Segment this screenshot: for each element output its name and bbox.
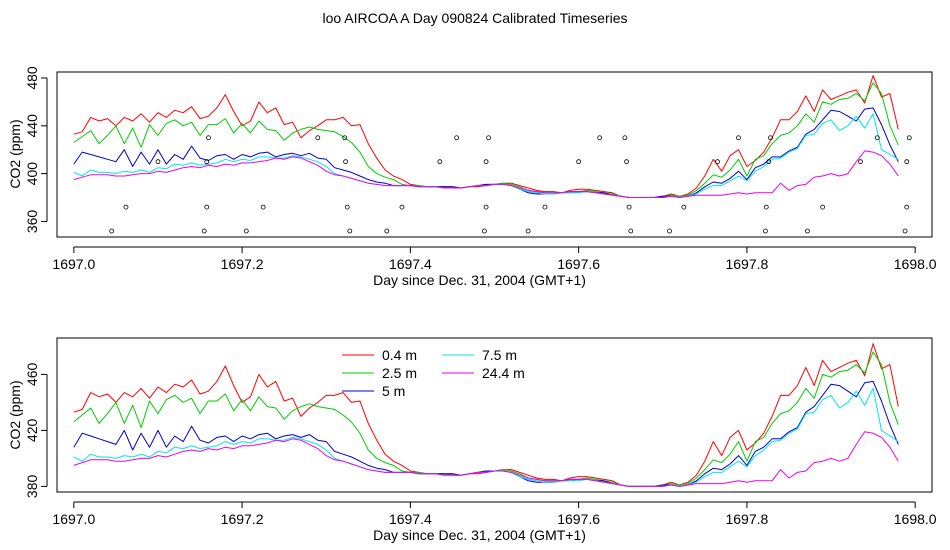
data-point (667, 228, 672, 234)
data-point (109, 228, 115, 234)
data-point (344, 204, 350, 210)
x-tick-label: 1697.8 (725, 511, 768, 527)
data-point (347, 228, 353, 234)
data-point (766, 159, 772, 165)
x-tick-label: 1698.0 (894, 511, 937, 527)
data-point (906, 135, 912, 141)
plot-frame (56, 337, 933, 493)
data-point (437, 159, 443, 165)
x-axis-label: Day since Dec. 31, 2004 (GMT+1) (373, 527, 586, 543)
series-line (73, 380, 899, 487)
data-point (622, 135, 628, 141)
x-tick-label: 1697.4 (389, 511, 432, 527)
data-point (681, 204, 687, 210)
x-tick-label: 1698.0 (894, 256, 937, 272)
data-point (904, 204, 910, 210)
x-tick-label: 1697.0 (52, 511, 95, 527)
top-panel: 1697.0 1697.2 1697.4 1697.6 1697.8 1698.0 Day … (7, 66, 937, 288)
data-point (399, 204, 405, 210)
x-tick-label: 1697.6 (557, 256, 600, 272)
data-point (454, 135, 460, 141)
plot-frame (56, 71, 933, 238)
data-point (820, 204, 826, 210)
data-point (483, 204, 489, 210)
data-point (343, 159, 348, 165)
data-point (576, 159, 582, 165)
legend-label: 7.5 m (482, 347, 517, 363)
data-point (384, 228, 390, 234)
data-point (486, 135, 492, 141)
data-point (155, 159, 161, 165)
data-point (624, 159, 629, 165)
x-tick-label: 1697.6 (557, 511, 600, 527)
y-tick-label: 440 (24, 114, 40, 138)
y-axis-label: CO2 (ppm) (7, 380, 23, 449)
chart-title: loo AIRCOA A Day 090824 Calibrated Times… (322, 10, 628, 26)
series-line (73, 75, 899, 198)
data-point (715, 159, 720, 165)
data-point (483, 159, 489, 165)
data-point (904, 159, 910, 165)
data-point (123, 204, 129, 210)
x-tick-label: 1697.2 (221, 256, 264, 272)
data-point (874, 135, 880, 141)
series-line (73, 387, 899, 487)
y-tick-label: 480 (24, 66, 40, 90)
y-tick-label: 400 (24, 162, 40, 186)
data-point (902, 228, 908, 234)
legend-label: 2.5 m (382, 365, 417, 381)
data-point (201, 228, 207, 234)
data-point (736, 135, 741, 141)
x-tick-label: 1697.8 (725, 256, 768, 272)
y-axis-label: CO2 (ppm) (7, 119, 23, 188)
data-point (542, 204, 548, 210)
legend-label: 5 m (382, 383, 405, 399)
x-axis-label: Day since Dec. 31, 2004 (GMT+1) (373, 272, 586, 288)
data-point (206, 135, 211, 141)
data-point (858, 159, 863, 165)
y-tick-label: 420 (24, 419, 40, 443)
data-point (243, 228, 249, 234)
legend-label: 24.4 m (482, 365, 525, 381)
data-point (763, 204, 769, 210)
series-line (73, 107, 899, 198)
data-point (768, 135, 773, 141)
data-point (204, 159, 210, 165)
data-point (260, 204, 266, 210)
data-point (525, 228, 531, 234)
series-line (73, 150, 899, 198)
data-point (763, 228, 768, 234)
data-point (315, 135, 321, 141)
x-tick-label: 1697.0 (52, 256, 95, 272)
data-point (626, 204, 632, 210)
x-tick-label: 1697.4 (389, 256, 432, 272)
legend-label: 0.4 m (382, 347, 417, 363)
y-tick-label: 460 (24, 363, 40, 387)
data-point (342, 135, 348, 141)
series-line (73, 113, 899, 198)
y-tick-label: 360 (24, 210, 40, 234)
x-tick-label: 1697.2 (221, 511, 264, 527)
series-line (73, 82, 899, 198)
data-point (204, 204, 210, 210)
data-point (597, 135, 603, 141)
y-tick-label: 380 (24, 475, 40, 499)
series-line (73, 431, 899, 487)
data-point (805, 228, 810, 234)
legend: 0.4 m 2.5 m 5 m 7.5 m 24.4 m (342, 347, 525, 399)
bottom-panel: 1697.0 1697.2 1697.4 1697.6 1697.8 1698.0 Day … (7, 337, 937, 543)
data-point (482, 228, 487, 234)
data-point (628, 228, 634, 234)
